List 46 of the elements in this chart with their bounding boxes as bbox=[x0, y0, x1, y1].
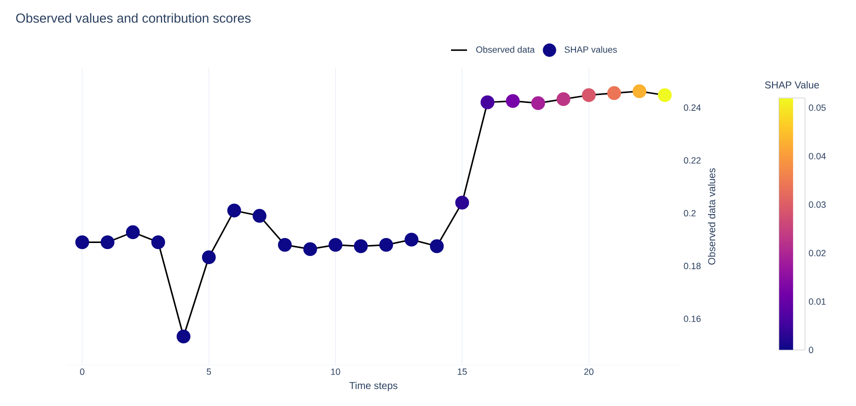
point bbox=[202, 250, 216, 264]
legend-label: Observed data bbox=[476, 46, 535, 53]
point bbox=[582, 88, 596, 102]
point bbox=[176, 330, 190, 344]
x-axis-title: Time steps bbox=[349, 382, 398, 392]
y-tick-label: 0.24 bbox=[684, 104, 701, 111]
x-tick-label: 15 bbox=[458, 368, 467, 375]
y-tick-label: 0.22 bbox=[684, 157, 701, 164]
legend-label: SHAP values bbox=[564, 46, 617, 53]
color-bar-label: 0.04 bbox=[808, 152, 826, 160]
color-bar-title: SHAP Value bbox=[765, 81, 819, 88]
point bbox=[556, 92, 570, 106]
y-tick-label: 0.16 bbox=[684, 316, 701, 322]
color-bar-label: 0.01 bbox=[808, 298, 826, 305]
point bbox=[151, 235, 166, 250]
y-tick-label: 0.18 bbox=[684, 262, 701, 270]
point bbox=[430, 239, 444, 254]
point bbox=[303, 242, 318, 256]
color-bar-label: 0 bbox=[808, 346, 814, 354]
x-tick-label: 0 bbox=[80, 368, 84, 375]
point bbox=[328, 238, 342, 252]
color-bar-label: 0.03 bbox=[808, 201, 826, 208]
y-tick-label: 0.2 bbox=[684, 210, 696, 216]
point bbox=[480, 95, 494, 110]
chart-title: Observed values and contribution scores bbox=[16, 13, 251, 23]
point bbox=[379, 238, 394, 252]
point bbox=[506, 94, 520, 108]
point bbox=[632, 84, 646, 98]
point bbox=[75, 235, 90, 250]
point bbox=[658, 88, 672, 102]
color-bar-label: 0.02 bbox=[808, 250, 826, 256]
x-tick-label: 10 bbox=[331, 368, 340, 375]
y-axis-title: Observed data values bbox=[708, 168, 716, 265]
point bbox=[227, 204, 242, 218]
point bbox=[607, 86, 622, 100]
point bbox=[278, 238, 292, 252]
point bbox=[100, 235, 114, 250]
x-tick-label: 5 bbox=[206, 368, 211, 375]
point bbox=[404, 232, 418, 246]
point bbox=[455, 196, 470, 210]
point bbox=[252, 208, 266, 223]
point bbox=[126, 225, 140, 240]
x-tick-label: 20 bbox=[584, 368, 594, 375]
point bbox=[354, 239, 368, 254]
color-bar-label: 0.05 bbox=[808, 104, 826, 111]
point bbox=[531, 96, 546, 110]
